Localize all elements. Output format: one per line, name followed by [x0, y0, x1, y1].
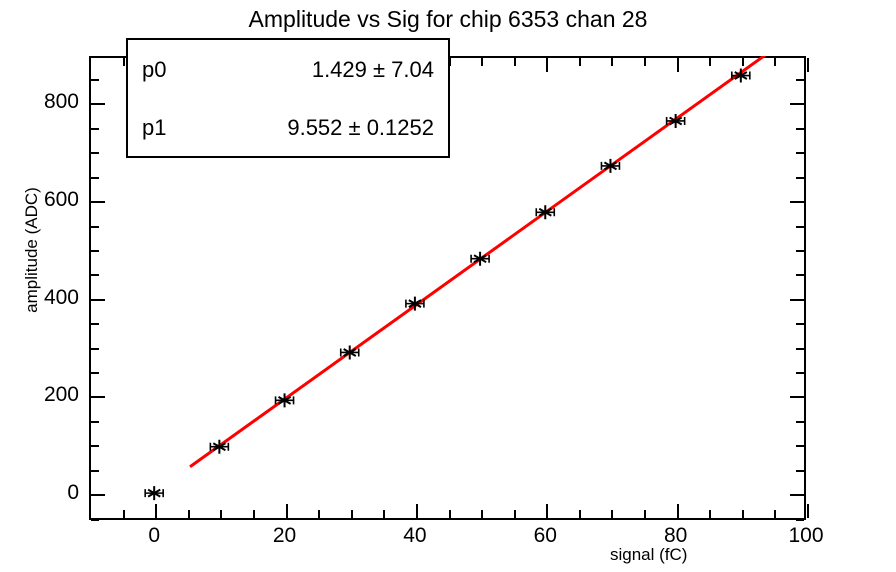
x-tick-label: 20 [272, 524, 297, 547]
axis-tick [676, 504, 679, 518]
axis-tick [91, 372, 99, 375]
y-tick-label: 200 [43, 383, 79, 407]
axis-tick [796, 445, 804, 448]
axis-tick [796, 78, 804, 81]
stats-param-name: p1 [142, 115, 167, 140]
axis-tick [578, 510, 581, 518]
axis-tick [796, 152, 804, 155]
axis-tick [91, 176, 99, 179]
axis-tick [807, 58, 809, 72]
axis-tick [796, 420, 804, 423]
axis-tick [709, 510, 712, 518]
y-axis-title: amplitude (ADC) [22, 187, 41, 313]
axis-tick [383, 510, 386, 518]
axis-tick [741, 510, 744, 518]
axis-tick [513, 58, 516, 66]
stats-row: p1 9.552 ± 0.1252 [128, 98, 448, 158]
axis-tick [790, 201, 804, 204]
axis-tick [611, 58, 614, 66]
fit-stats-box: p0 1.429 ± 7.04 p1 9.552 ± 0.1252 [126, 38, 450, 158]
y-tick-label: 800 [43, 90, 79, 114]
axis-tick [796, 518, 804, 521]
axis-tick [415, 504, 418, 518]
axis-tick [318, 510, 321, 518]
axis-tick [91, 445, 99, 448]
axis-tick [91, 323, 99, 326]
axis-tick [91, 249, 99, 252]
axis-tick [796, 225, 804, 228]
axis-tick [796, 372, 804, 375]
axis-tick [790, 494, 804, 497]
axis-tick [155, 504, 158, 518]
axis-tick [578, 58, 581, 66]
x-tick-label: 100 [788, 524, 824, 547]
axis-tick [611, 510, 614, 518]
x-tick-label: 80 [663, 524, 688, 547]
axis-tick [796, 274, 804, 277]
axis-tick [91, 420, 99, 423]
axis-tick [122, 510, 125, 518]
axis-tick [644, 510, 647, 518]
axis-tick [790, 298, 804, 301]
axis-tick [676, 58, 679, 72]
axis-tick [91, 469, 99, 472]
axis-tick [796, 347, 804, 350]
page-title: Amplitude vs Sig for chip 6353 chan 28 [248, 6, 648, 32]
axis-tick [91, 103, 105, 106]
axis-tick [91, 225, 99, 228]
axis-tick [91, 127, 99, 130]
axis-tick [741, 58, 744, 66]
axis-tick [252, 510, 255, 518]
axis-tick [481, 510, 484, 518]
axis-tick [774, 58, 777, 66]
axis-tick [796, 249, 804, 252]
axis-tick [350, 510, 353, 518]
axis-tick [546, 58, 549, 72]
axis-tick [91, 201, 105, 204]
axis-tick [91, 274, 99, 277]
axis-tick [790, 396, 804, 399]
axis-tick [546, 504, 549, 518]
axis-tick [91, 518, 99, 521]
x-tick-label: 40 [403, 524, 427, 547]
axis-tick [91, 298, 105, 301]
y-axis-tick-labels: 0 200 400 600 800 [0, 56, 79, 520]
x-tick-label: 0 [148, 524, 161, 547]
axis-tick [807, 504, 809, 518]
axis-tick [796, 176, 804, 179]
stats-row: p0 1.429 ± 7.04 [128, 40, 448, 100]
axis-tick [644, 58, 647, 66]
x-tick-label: 60 [533, 524, 557, 547]
y-tick-label: 400 [43, 285, 79, 309]
axis-tick [122, 58, 125, 66]
axis-tick [448, 510, 451, 518]
axis-tick [91, 78, 99, 81]
axis-tick [91, 396, 105, 399]
axis-tick [796, 127, 804, 130]
axis-tick [513, 510, 516, 518]
axis-tick [774, 510, 777, 518]
x-axis-tick-labels: 0 20 40 60 80 100 [89, 524, 823, 552]
axis-tick [187, 510, 190, 518]
axis-tick [790, 103, 804, 106]
axis-tick [91, 152, 99, 155]
axis-tick [796, 323, 804, 326]
axis-tick [796, 469, 804, 472]
x-axis-title: signal (fC) [610, 545, 688, 564]
axis-tick [91, 347, 99, 350]
y-tick-label: 600 [43, 188, 79, 212]
stats-param-value: 9.552 ± 0.1252 [287, 115, 434, 140]
axis-tick [709, 58, 712, 66]
stats-param-value: 1.429 ± 7.04 [311, 57, 434, 82]
axis-tick [481, 58, 484, 66]
stats-param-name: p0 [142, 57, 167, 82]
axis-tick [220, 510, 223, 518]
axis-tick [91, 494, 105, 497]
y-tick-label: 0 [67, 481, 79, 505]
axis-tick [285, 504, 288, 518]
